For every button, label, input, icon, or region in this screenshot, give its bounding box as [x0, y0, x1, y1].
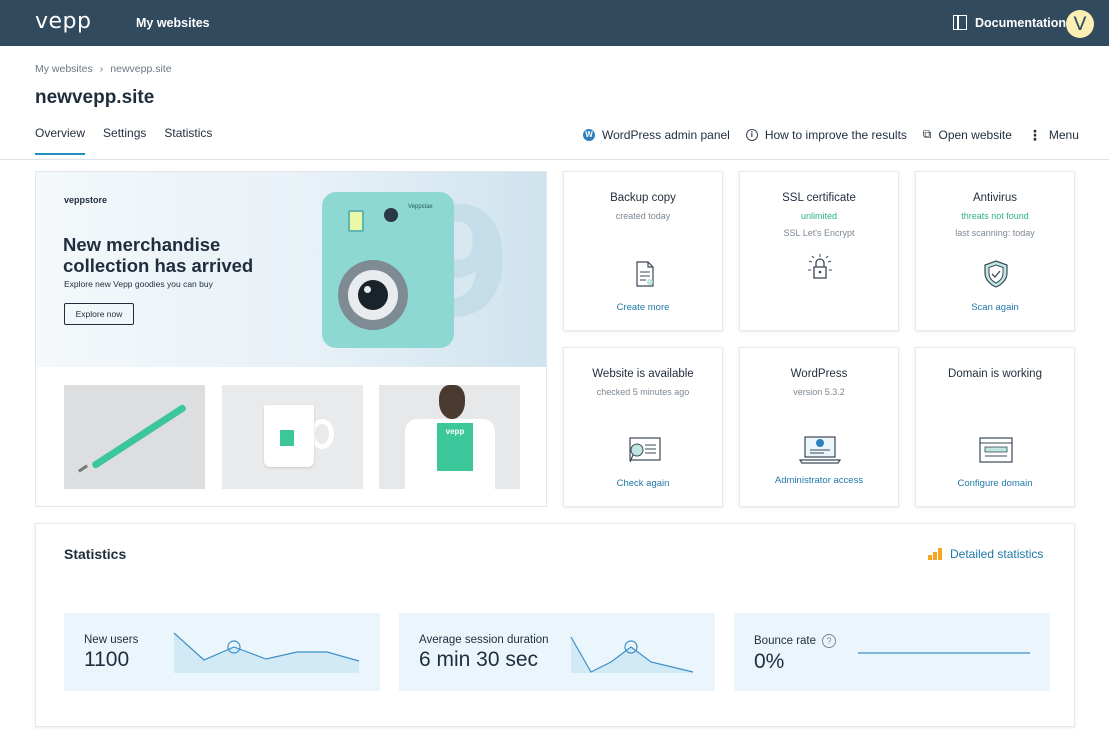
promo-banner: 9 veppstore New merchandise collection h… [36, 172, 546, 367]
wordpress-admin-panel-link[interactable]: W WordPress admin panel [583, 127, 730, 142]
card-status: version 5.3.2 [793, 387, 845, 397]
breadcrumb-current: newvepp.site [110, 63, 172, 75]
external-link-icon: ⧉ [922, 127, 932, 141]
card-status: threats not found [961, 211, 1029, 221]
menu-button[interactable]: ⋮ Menu [1028, 127, 1079, 142]
open-website-link[interactable]: ⧉ Open website [923, 127, 1012, 142]
card-title: Backup copy [610, 192, 676, 204]
card-wordpress: WordPress version 5.3.2 Administrator ac… [739, 347, 899, 507]
product-mug-image[interactable] [222, 385, 363, 489]
open-website-label: Open website [938, 127, 1012, 142]
wordpress-icon: W [583, 128, 595, 141]
create-more-link[interactable]: Create more [616, 302, 670, 313]
tshirt-logo-text: vepp [437, 423, 473, 471]
bounce-rate-label: Bounce rate [754, 635, 817, 647]
metric-new-users: New users 1100 [64, 613, 380, 691]
improve-results-label: How to improve the results [764, 127, 907, 142]
card-detail: SSL Let's Encrypt [783, 228, 855, 238]
card-domain-working: Domain is working Configure domain [915, 347, 1075, 507]
configure-domain-link[interactable]: Configure domain [957, 478, 1033, 489]
card-website-available: Website is available checked 5 minutes a… [563, 347, 723, 507]
documentation-link[interactable]: Documentation [953, 15, 1066, 30]
tab-divider [0, 159, 1109, 160]
statistics-panel: Statistics Detailed statistics New users… [35, 523, 1075, 727]
book-icon [953, 15, 967, 30]
metric-average-session-duration: Average session duration 6 min 30 sec [399, 613, 715, 691]
lock-icon [808, 254, 832, 279]
tab-overview[interactable]: Overview [35, 126, 86, 155]
breadcrumb: My websites › newvepp.site [35, 63, 172, 75]
metric-value: 6 min 30 sec [419, 648, 539, 671]
help-icon[interactable]: ? [822, 634, 837, 648]
bar-chart-icon [928, 548, 942, 560]
page-actions: W WordPress admin panel i How to improve… [583, 127, 1079, 142]
card-title: WordPress [790, 368, 848, 380]
detailed-statistics-link[interactable]: Detailed statistics [928, 547, 1043, 561]
promo-subtitle: Explore new Vepp goodies you can buy [64, 279, 213, 289]
veppstore-promo-card: 9 veppstore New merchandise collection h… [35, 171, 547, 507]
wordpress-admin-panel-label: WordPress admin panel [602, 127, 730, 142]
veppstore-logo: veppstore [64, 195, 108, 205]
scan-again-link[interactable]: Scan again [971, 302, 1019, 313]
bounce-rate-sparkline [858, 652, 1030, 654]
card-status: created today [615, 211, 671, 221]
tab-bar: Overview Settings Statistics [35, 126, 212, 155]
instant-camera-image: Veppstax [322, 192, 454, 348]
product-tshirt-image[interactable]: vepp [379, 385, 520, 489]
camera-brand-text: Veppstax [408, 204, 433, 210]
user-avatar[interactable]: V [1066, 10, 1094, 38]
metric-bounce-rate: Bounce rate? 0% [734, 613, 1050, 691]
documentation-label: Documentation [975, 15, 1066, 30]
improve-results-link[interactable]: i How to improve the results [745, 127, 907, 142]
tab-statistics[interactable]: Statistics [164, 126, 213, 140]
certificate-icon [629, 437, 661, 463]
tab-settings[interactable]: Settings [103, 126, 147, 140]
metric-value: 0% [754, 650, 785, 673]
shield-icon [984, 260, 1008, 288]
card-title: Antivirus [972, 192, 1018, 204]
info-icon: i [745, 128, 758, 141]
card-detail: last scanning: today [955, 228, 1035, 238]
breadcrumb-separator: › [99, 63, 104, 75]
promo-headline: New merchandise collection has arrived [63, 234, 254, 276]
document-icon [636, 261, 654, 287]
metric-label: New users [84, 634, 139, 646]
page-title: newvepp.site [35, 87, 155, 108]
statistics-title: Statistics [64, 546, 127, 562]
card-backup-copy: Backup copy created today Create more [563, 171, 723, 331]
card-title: Website is available [592, 368, 694, 380]
new-users-sparkline [173, 632, 360, 673]
top-navigation-bar: vepp My websites Documentation V [0, 0, 1109, 46]
card-ssl-certificate: SSL certificate unlimited SSL Let's Encr… [739, 171, 899, 331]
metric-label: Bounce rate? [754, 634, 837, 648]
nav-my-websites[interactable]: My websites [136, 16, 210, 30]
menu-label: Menu [1048, 127, 1079, 142]
breadcrumb-my-websites[interactable]: My websites [35, 63, 93, 75]
vepp-logo[interactable]: vepp [35, 9, 92, 34]
card-status: checked 5 minutes ago [596, 387, 690, 397]
browser-icon [979, 437, 1013, 463]
kebab-menu-icon: ⋮ [1027, 126, 1042, 143]
product-pen-image[interactable] [64, 385, 205, 489]
card-antivirus: Antivirus threats not found last scannin… [915, 171, 1075, 331]
card-status: unlimited [800, 211, 838, 221]
administrator-access-link[interactable]: Administrator access [774, 475, 864, 486]
check-again-link[interactable]: Check again [616, 478, 670, 489]
card-title: SSL certificate [782, 192, 856, 204]
metric-value: 1100 [84, 648, 130, 671]
session-duration-sparkline [570, 636, 694, 673]
explore-now-button[interactable]: Explore now [64, 303, 134, 325]
card-title: Domain is working [948, 368, 1042, 380]
metric-label: Average session duration [419, 634, 549, 646]
detailed-statistics-label: Detailed statistics [950, 547, 1044, 561]
laptop-wordpress-icon [798, 436, 842, 464]
